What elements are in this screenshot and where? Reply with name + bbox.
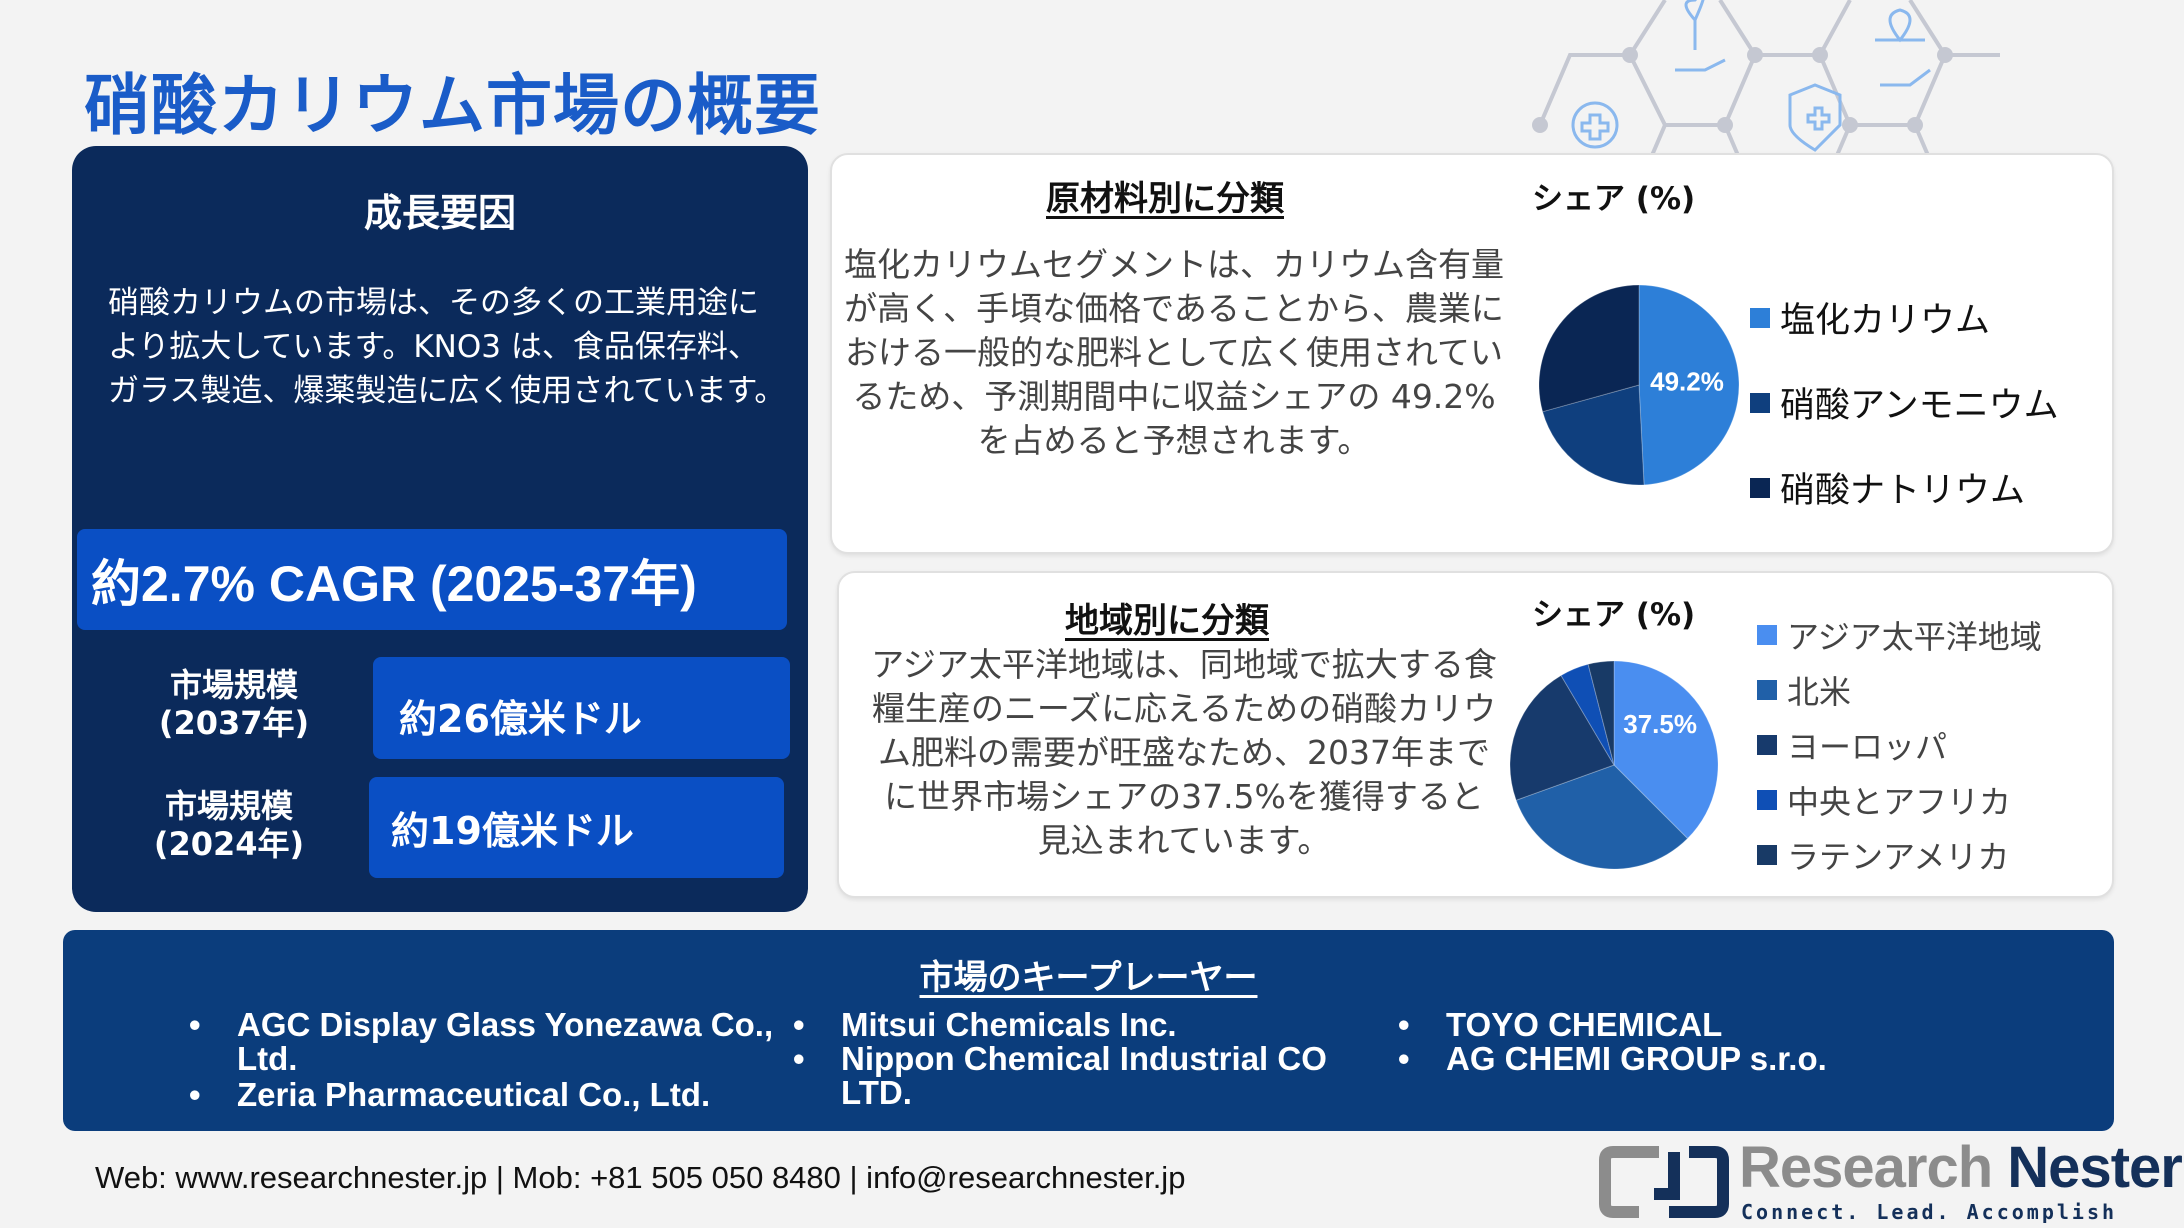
legend-item: ラテンアメリカ bbox=[1757, 827, 2042, 882]
pie-slice-3 bbox=[1509, 674, 1615, 801]
key-players-panel: 市場のキープレーヤー AGC Display Glass Yonezawa Co… bbox=[63, 930, 2114, 1131]
growth-drivers-heading: 成長要因 bbox=[363, 191, 516, 235]
logo-name-part1: Research bbox=[1739, 1135, 1993, 1200]
raw-material-heading: 原材料別に分類 bbox=[1046, 179, 1284, 219]
legend-label: 塩化カリウム bbox=[1780, 301, 1991, 341]
legend-swatch bbox=[1750, 392, 1770, 413]
pie-slice-1 bbox=[1638, 284, 1740, 486]
market-size-2024-label: 市場規模 (2024年) bbox=[114, 787, 344, 863]
legend-item: 中央とアフリカ bbox=[1757, 772, 2042, 827]
market-size-2024-value: 約19億米ドル bbox=[369, 777, 784, 878]
legend-label: ヨーロッパ bbox=[1787, 727, 1948, 766]
page-title: 硝酸カリウム市場の概要 bbox=[84, 67, 821, 144]
raw-material-share-label: シェア (%) bbox=[1532, 181, 1696, 217]
cagr-banner: 約2.7% CAGR (2025-37年) bbox=[77, 529, 787, 630]
region-pie-chart: 37.5% bbox=[1509, 660, 1719, 870]
legend-label: 硝酸アンモニウム bbox=[1780, 386, 2059, 426]
pie-slice-2 bbox=[1515, 764, 1689, 870]
key-player: Mitsui Chemicals Inc. bbox=[793, 1008, 1361, 1043]
pie-slice-3 bbox=[1538, 284, 1640, 413]
legend-item: アジア太平洋地域 bbox=[1757, 607, 2042, 662]
legend-swatch bbox=[1757, 789, 1777, 810]
label-line: (2037年) bbox=[158, 704, 310, 742]
key-players-column-2: Mitsui Chemicals Inc. Nippon Chemical In… bbox=[793, 1008, 1361, 1110]
raw-material-pie-chart: 49.2% bbox=[1538, 284, 1740, 486]
legend-swatch bbox=[1757, 679, 1777, 700]
growth-drivers-panel: 成長要因 硝酸カリウムの市場は、その多くの工業用途により拡大しています。KNO3… bbox=[72, 146, 808, 912]
region-card: 地域別に分類 シェア (%) アジア太平洋地域は、同地域で拡大する食糧生産のニー… bbox=[837, 571, 2114, 898]
key-players-heading: 市場のキープレーヤー bbox=[919, 958, 1258, 998]
key-player: TOYO CHEMICAL bbox=[1398, 1008, 1966, 1043]
region-heading: 地域別に分類 bbox=[1065, 601, 1269, 641]
pie-slice-5 bbox=[1587, 660, 1615, 766]
legend-item: ヨーロッパ bbox=[1757, 717, 2042, 772]
region-share-label: シェア (%) bbox=[1532, 597, 1696, 633]
logo-name: Research Nester bbox=[1739, 1134, 2183, 1201]
legend-item: 硝酸ナトリウム bbox=[1750, 445, 2059, 530]
healthcare-hexagon-decoration bbox=[1532, 0, 2000, 160]
legend-label: アジア太平洋地域 bbox=[1787, 617, 2042, 656]
key-players-column-3: TOYO CHEMICAL AG CHEMI GROUP s.r.o. bbox=[1398, 1008, 1966, 1077]
logo-name-part2: Nester bbox=[2007, 1135, 2183, 1200]
legend-swatch bbox=[1757, 844, 1777, 865]
pie-data-label: 37.5% bbox=[1623, 709, 1697, 739]
pie-data-label: 49.2% bbox=[1650, 367, 1724, 397]
market-size-2037-label: 市場規模 (2037年) bbox=[119, 666, 349, 742]
legend-label: ラテンアメリカ bbox=[1787, 837, 2010, 876]
region-legend: アジア太平洋地域 北米ヨーロッパ中央とアフリカ ラテンアメリカ bbox=[1757, 607, 2042, 882]
label-line: 市場規模 bbox=[169, 666, 298, 704]
legend-swatch bbox=[1757, 624, 1777, 645]
logo-tagline: Connect. Lead. Accomplish bbox=[1741, 1200, 2118, 1224]
raw-material-text: 塩化カリウムセグメントは、カリウム含有量が高く、手頃な価格であることから、農業に… bbox=[844, 245, 1504, 460]
legend-label: 北米 bbox=[1787, 672, 1852, 711]
key-player: Zeria Pharmaceutical Co., Ltd. bbox=[189, 1078, 827, 1113]
legend-item: 北米 bbox=[1757, 662, 2042, 717]
legend-swatch bbox=[1750, 307, 1770, 328]
research-nester-logo: Research Nester Connect. Lead. Accomplis… bbox=[1599, 1135, 2183, 1224]
legend-label: 硝酸ナトリウム bbox=[1780, 471, 2026, 511]
legend-label: 中央とアフリカ bbox=[1787, 782, 2012, 821]
key-player: AGC Display Glass Yonezawa Co., Ltd. bbox=[189, 1008, 827, 1076]
legend-item: 塩化カリウム bbox=[1750, 275, 2059, 360]
contact-info: Web: www.researchnester.jp | Mob: +81 50… bbox=[95, 1160, 1186, 1195]
legend-item: 硝酸アンモニウム bbox=[1750, 360, 2059, 445]
pie-slice-2 bbox=[1542, 384, 1645, 486]
key-player: AG CHEMI GROUP s.r.o. bbox=[1398, 1042, 1966, 1077]
logo-mark-icon bbox=[1599, 1146, 1729, 1218]
growth-drivers-text: 硝酸カリウムの市場は、その多くの工業用途により拡大しています。KNO3 は、食品… bbox=[108, 285, 786, 409]
legend-swatch bbox=[1750, 477, 1770, 498]
region-text: アジア太平洋地域は、同地域で拡大する食糧生産のニーズに応えるための硝酸カリウム肥… bbox=[871, 645, 1497, 860]
market-size-2037-value: 約26億米ドル bbox=[373, 657, 790, 759]
legend-swatch bbox=[1757, 734, 1777, 755]
key-player: Nippon Chemical Industrial CO LTD. bbox=[793, 1042, 1361, 1110]
pie-slice-4 bbox=[1560, 663, 1615, 766]
raw-material-legend: 塩化カリウム硝酸アンモニウム 硝酸ナトリウム bbox=[1750, 275, 2059, 530]
label-line: 市場規模 bbox=[164, 787, 293, 825]
key-players-column-1: AGC Display Glass Yonezawa Co., Ltd. Zer… bbox=[189, 1008, 827, 1113]
raw-material-card: 原材料別に分類 シェア (%) 塩化カリウムセグメントは、カリウム含有量が高く、… bbox=[830, 153, 2114, 554]
label-line: (2024年) bbox=[153, 825, 305, 863]
pie-slice-1 bbox=[1613, 660, 1719, 840]
